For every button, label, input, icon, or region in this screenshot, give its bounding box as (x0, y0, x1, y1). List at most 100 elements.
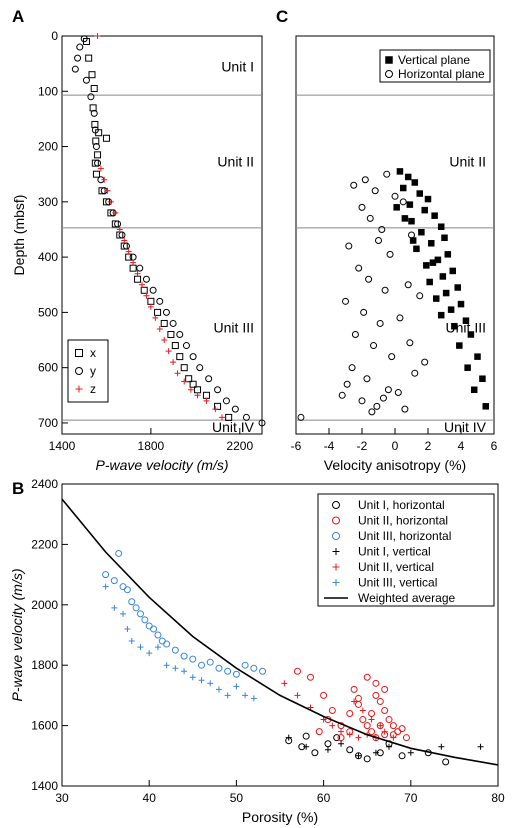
panel-a-series-0-point-23 (154, 308, 162, 316)
panel-c-series-0-point-37 (401, 215, 409, 222)
panel-b-series-2-point-20 (224, 667, 232, 675)
panel-a-series-1-point-25 (182, 342, 190, 350)
panel-c-frame (295, 35, 495, 435)
panel-a-y-tick-label-7: 700 (38, 416, 58, 430)
panel-a-series-1-point-32 (242, 413, 250, 421)
panel-c-series-0-point-8 (431, 212, 438, 219)
panel-a-series-1-point-8 (92, 143, 100, 151)
panel-b-series-5-point-18 (250, 695, 257, 702)
panel-c-series-0-point-33 (479, 375, 486, 382)
panel-a-x-axis-label: P-wave velocity (m/s) (95, 457, 228, 473)
panel-a-frame (61, 35, 263, 435)
panel-b-series-5-point-11 (189, 674, 196, 681)
panel-c-series-0-point-1 (404, 173, 412, 181)
panel-b-series-2-point-6 (132, 604, 140, 612)
panel-c-series-1-point-28 (384, 386, 392, 394)
panel-b-series-1-point-14 (385, 716, 393, 724)
panel-c-x-tick-label-1: -4 (324, 439, 335, 453)
panel-a-series-2-point-19 (174, 370, 181, 377)
panel-c-unit-label-2: Unit III (446, 319, 486, 335)
panel-b-series-1-point-20 (381, 685, 389, 693)
panel-b-series-2-point-21 (232, 670, 240, 678)
panel-c-series-1-point-33 (394, 389, 402, 397)
panel-a-unit-label-0: Unit I (221, 58, 254, 74)
panel-a-chart: Unit I Unit II Unit III Unit IV 1400 1800 220… (11, 29, 266, 473)
panel-a-series-2-point-1 (97, 165, 104, 172)
panel-b-series-4-point-3 (320, 716, 327, 723)
panel-c-series-1-point-36 (368, 408, 376, 416)
panel-c-series-1-point-4 (391, 192, 399, 200)
panel-b-series-1-point-6 (350, 685, 358, 693)
panel-a-series-2-point-17 (165, 348, 172, 355)
panel-a-series-2-point-4 (107, 198, 114, 205)
panel-b-series-0-point-7 (363, 755, 371, 763)
panel-a-series-2-point-0 (94, 33, 101, 39)
panel-b-series-4-point-12 (351, 698, 358, 705)
panel-c-series-0-point-30 (456, 342, 463, 349)
panel-b-series-4-point-10 (381, 728, 388, 735)
panel-a-series-1-point-15 (118, 231, 126, 239)
panel-b-series-2-point-3 (119, 583, 127, 591)
panel-c-series-1-point-21 (416, 292, 424, 300)
panel-a-series-0-point-25 (167, 331, 175, 338)
panel-a-series-0-point-34 (225, 413, 233, 421)
panel-c-series-1-point-27 (363, 375, 371, 383)
panel-a-series-1-point-3 (71, 65, 79, 73)
panel-c-series-1-point-19 (376, 319, 384, 327)
panel-b-series-4-point-15 (377, 722, 384, 729)
panel-a-series-1-point-9 (94, 159, 102, 167)
panel-a-series-2-point-11 (139, 281, 145, 288)
panel-b-series-5-point-8 (163, 662, 170, 669)
panel-a-series-1-point-0 (80, 35, 88, 43)
panel-c-series-0-point-18 (449, 267, 456, 275)
panel-c-series-1-point-11 (386, 250, 394, 258)
panel-b-series-4-point-4 (329, 722, 336, 729)
panel-a-series-2-point-2 (101, 176, 108, 183)
panel-c-series-0-point-25 (447, 306, 455, 313)
panel-c-x-tick-label-4: 2 (425, 439, 432, 453)
panel-b-series-1-point-21 (354, 700, 362, 708)
panel-a-series-2-point-15 (156, 325, 163, 332)
panel-a-legend-label-2: z (90, 382, 96, 396)
panel-a-series-0-point-8 (91, 159, 99, 167)
panel-c-legend-box (379, 49, 491, 83)
panel-a-series-0-point-28 (180, 364, 188, 372)
panel-b-series-5-point-9 (172, 665, 179, 672)
panel-b-series-1-point-10 (368, 728, 376, 736)
panel-a-series-2-point-12 (143, 292, 150, 299)
panel-a-series-0-point-22 (147, 297, 155, 305)
panel-a-legend-marker-0 (75, 349, 83, 357)
panel-b-series-1-point-7 (354, 694, 362, 702)
panel-a-series-0-point-7 (94, 151, 102, 159)
panel-b-legend-label-3: Unit I, vertical (358, 545, 431, 559)
panel-b-legend-label-1: Unit II, horizontal (358, 514, 448, 528)
panel-b-legend-marker-0 (332, 501, 340, 509)
panel-c-series-1-point-12 (408, 231, 415, 239)
panel-a-series-0-point-24 (160, 319, 168, 327)
panel-c-legend-marker-0 (385, 56, 393, 64)
panel-c-series-0-point-15 (444, 251, 452, 258)
panel-b-series-2-point-11 (154, 631, 162, 639)
panel-b-series-1-point-17 (398, 725, 406, 733)
panel-b-series-0-point-2 (311, 749, 319, 757)
panel-c-series-1-point-31 (358, 397, 366, 405)
panel-c-series-0-point-21 (454, 284, 461, 291)
panel-b-series-1-point-12 (376, 697, 384, 705)
panel-a-series-1-point-21 (156, 297, 164, 305)
panel-b-weighted-average-line (61, 498, 499, 766)
panel-c-series-0-point-14 (413, 245, 420, 253)
panel-a-series-1-point-27 (196, 364, 204, 372)
panel-a-unit-label-3: Unit IV (212, 419, 255, 435)
panel-c-series-1-point-18 (360, 308, 368, 316)
panel-a-series-0-point-30 (189, 380, 197, 388)
panel-b-x-tick-label-5: 80 (491, 791, 505, 805)
panel-a-series-1-point-14 (114, 220, 122, 228)
panel-b-series-5-point-12 (198, 677, 205, 684)
panel-b-series-1-point-9 (363, 722, 371, 730)
panel-b-series-5-point-1 (111, 604, 118, 611)
panel-b-y-tick-label-4: 2200 (31, 537, 58, 551)
panel-a-legend-label-0: x (90, 346, 96, 360)
panel-a-series-1-point-5 (87, 93, 95, 101)
panel-a-legend-label-1: y (90, 364, 96, 378)
